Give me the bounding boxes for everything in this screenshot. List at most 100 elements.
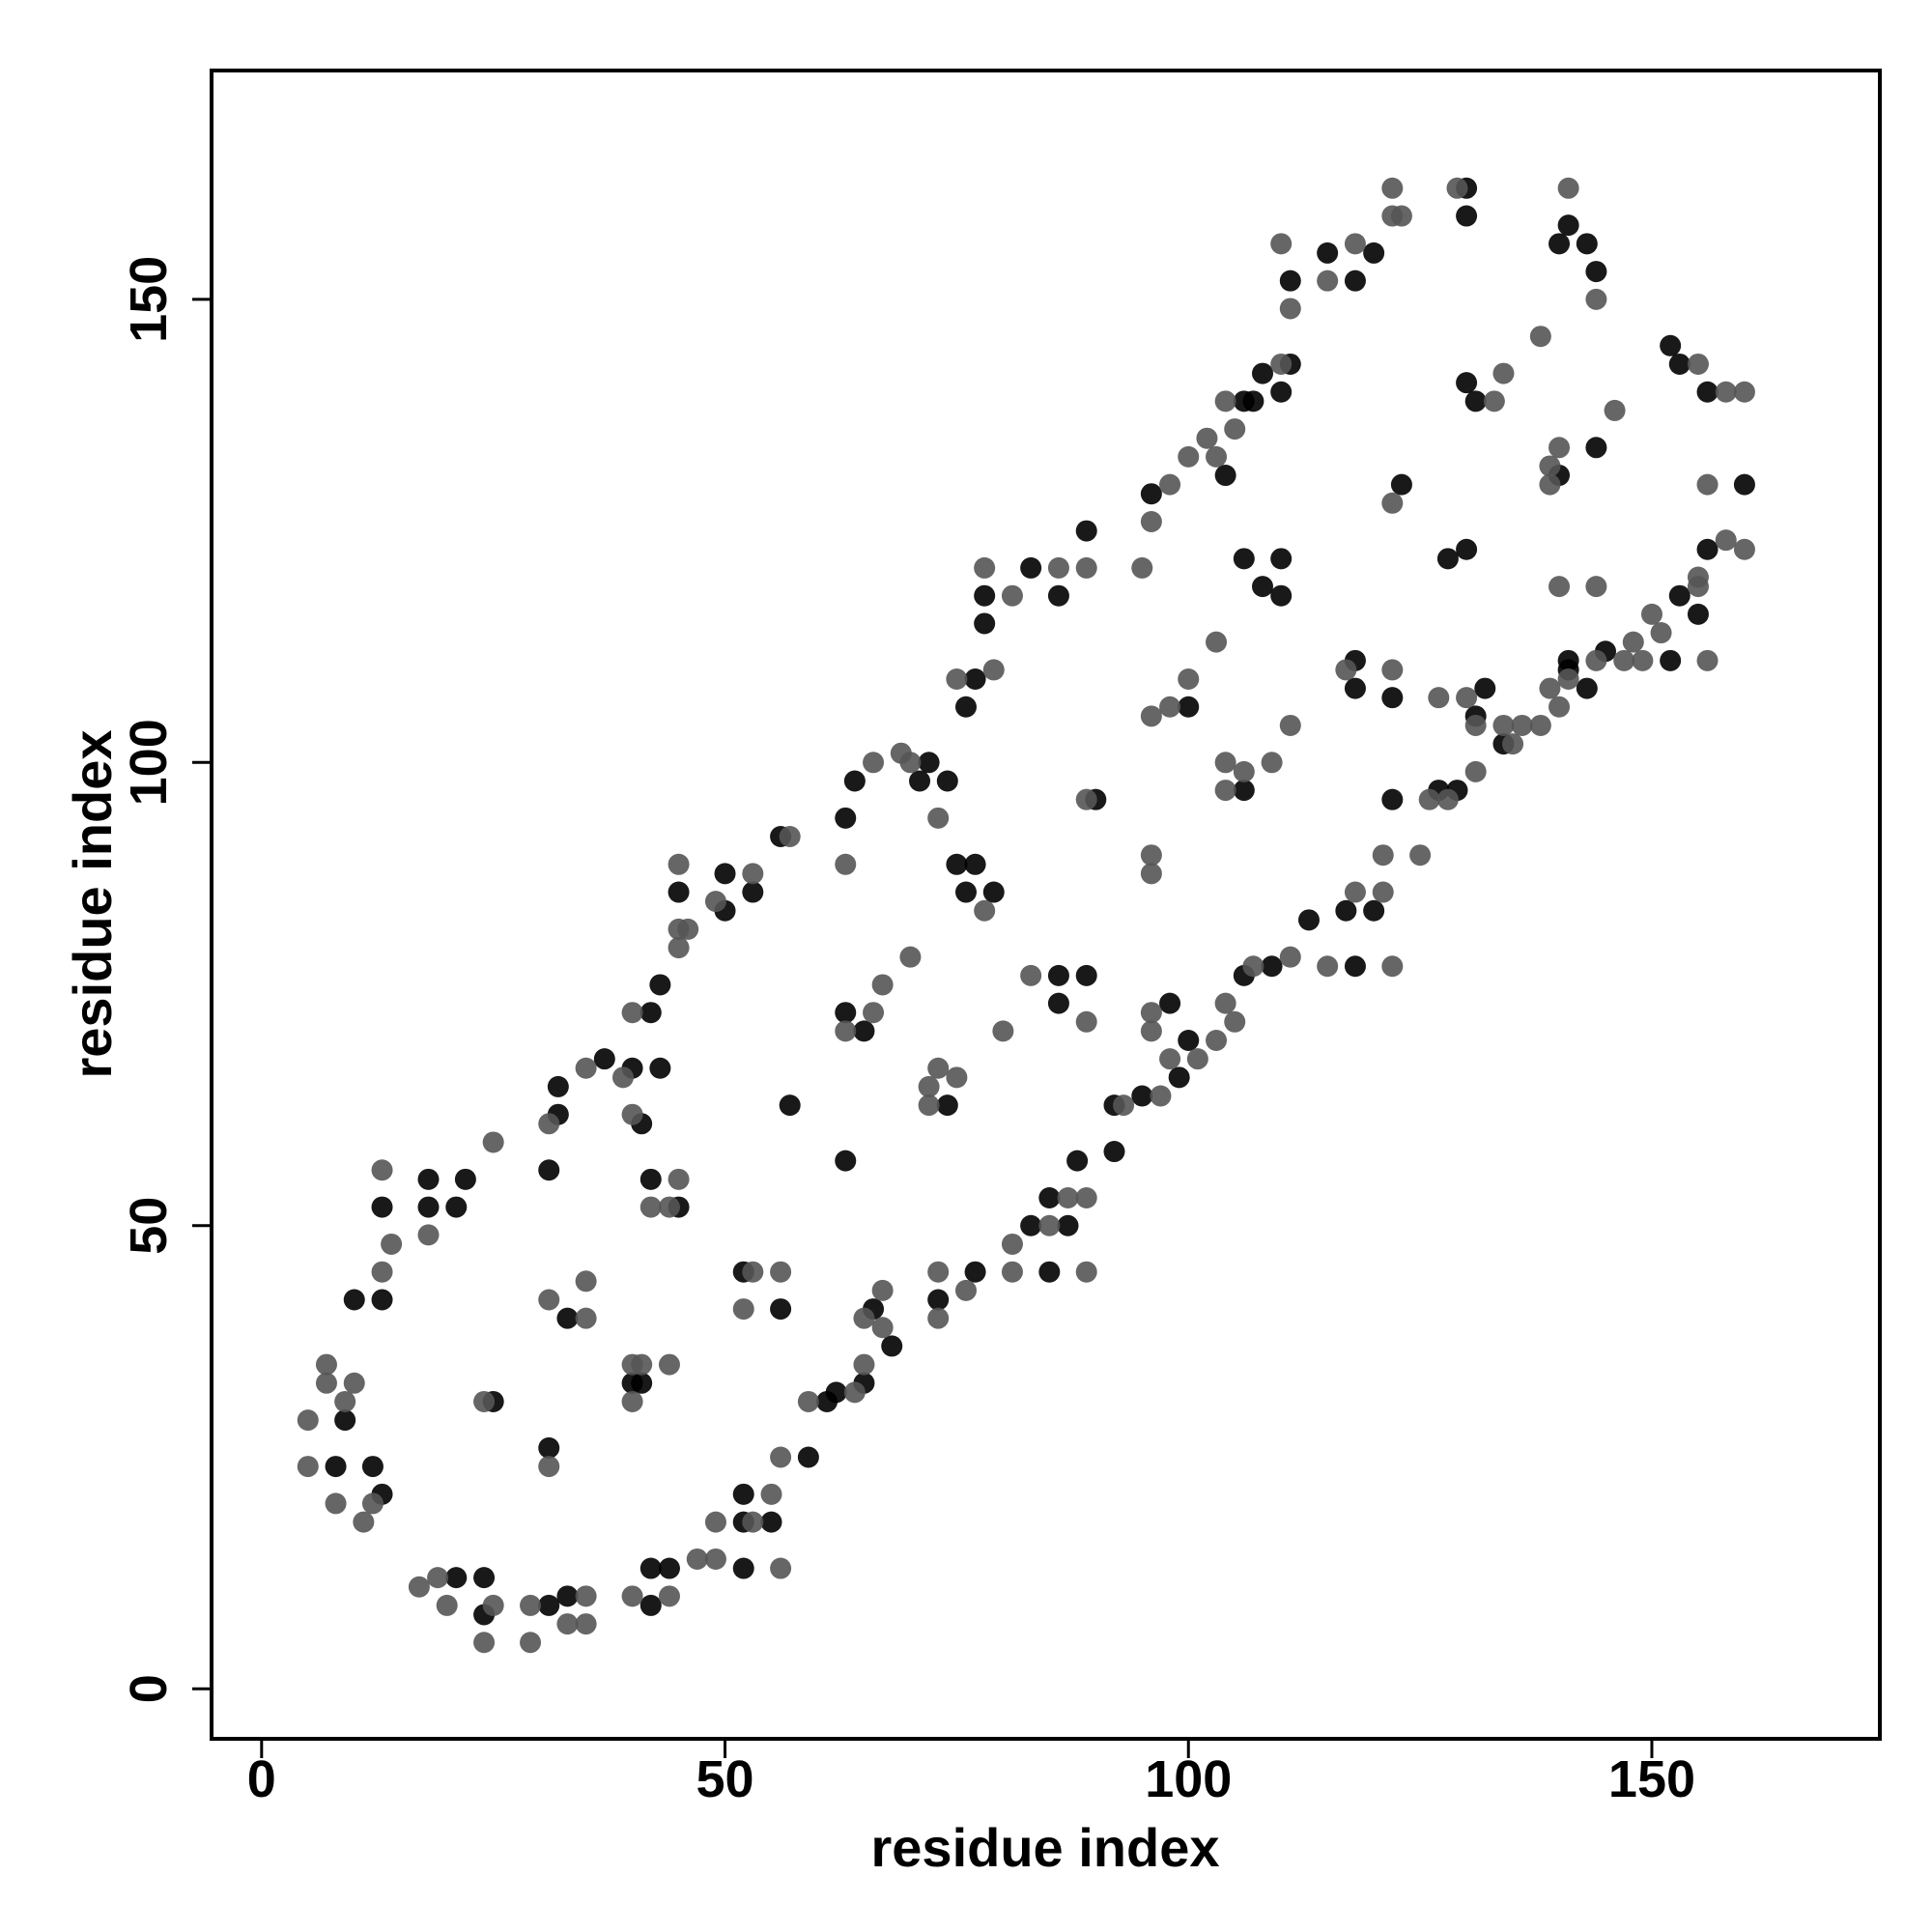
point [1418, 788, 1440, 810]
point [871, 1317, 894, 1339]
point [1613, 649, 1635, 671]
point [1317, 242, 1339, 264]
point [954, 1279, 977, 1301]
point [853, 1307, 875, 1329]
point [1511, 714, 1533, 736]
point [343, 1372, 365, 1394]
point [927, 1057, 950, 1079]
point [343, 1289, 365, 1311]
point [704, 891, 726, 913]
point [714, 863, 736, 885]
point [1483, 390, 1505, 412]
point [1576, 233, 1598, 255]
y-tick-label: 0 [120, 1674, 178, 1703]
point [1279, 714, 1301, 736]
point [1214, 780, 1236, 802]
point [927, 1289, 950, 1311]
point [853, 1353, 875, 1376]
point [1668, 353, 1690, 375]
point [631, 1372, 653, 1394]
point [1381, 177, 1404, 199]
point [621, 1390, 643, 1412]
point [1660, 334, 1682, 356]
point [1075, 556, 1097, 579]
point [899, 946, 922, 968]
point [1335, 899, 1357, 922]
point [1696, 473, 1719, 496]
point [1548, 696, 1571, 718]
point [1456, 538, 1478, 560]
point [1252, 576, 1274, 598]
point [1381, 788, 1404, 810]
x-tick-label: 0 [247, 1750, 276, 1808]
point [538, 1113, 560, 1135]
point [909, 770, 931, 792]
point [946, 1066, 968, 1089]
point [1233, 548, 1255, 570]
point [520, 1594, 542, 1616]
point [1428, 687, 1450, 709]
point [1178, 668, 1200, 691]
point [1038, 1214, 1061, 1236]
point [770, 1557, 792, 1579]
point [473, 1632, 496, 1654]
point [1057, 1186, 1079, 1208]
point [1020, 556, 1042, 579]
point [1381, 492, 1404, 514]
point [658, 1353, 680, 1376]
point [770, 1446, 792, 1468]
point [1733, 473, 1755, 496]
point [732, 1298, 754, 1321]
point [334, 1390, 356, 1412]
point [927, 1261, 950, 1283]
point [334, 1409, 356, 1432]
point [1668, 584, 1690, 607]
point [1696, 381, 1719, 403]
point [1279, 270, 1301, 292]
point [1140, 705, 1162, 727]
point [1456, 205, 1478, 227]
point [1715, 381, 1737, 403]
point [1317, 270, 1339, 292]
point [1159, 473, 1181, 496]
point [1529, 714, 1551, 736]
point [1214, 465, 1236, 487]
point [1001, 1261, 1023, 1283]
point [639, 1594, 662, 1616]
point [556, 1613, 579, 1635]
point [1159, 696, 1181, 718]
point [927, 807, 950, 829]
point [964, 853, 986, 875]
point [1548, 576, 1571, 598]
point [1390, 205, 1412, 227]
point [982, 659, 1005, 681]
point [1178, 1029, 1200, 1051]
y-tick-label: 50 [120, 1197, 178, 1255]
point [538, 1436, 560, 1459]
point [1206, 1029, 1228, 1051]
point [1178, 445, 1200, 468]
point [639, 1002, 662, 1024]
point [1075, 1010, 1097, 1033]
point [1057, 1214, 1079, 1236]
point [1020, 964, 1042, 986]
point [417, 1168, 440, 1190]
point [1178, 696, 1200, 718]
point [1270, 548, 1293, 570]
point [704, 1511, 726, 1533]
point [538, 1456, 560, 1478]
point [1075, 520, 1097, 542]
point [1502, 733, 1524, 755]
point [1687, 353, 1709, 375]
point [1456, 687, 1478, 709]
point [1261, 955, 1283, 978]
point [575, 1585, 597, 1607]
point [1196, 427, 1218, 449]
point [918, 1075, 940, 1097]
point [1214, 752, 1236, 774]
point [593, 1048, 615, 1070]
point [1464, 760, 1487, 782]
point [1363, 899, 1385, 922]
